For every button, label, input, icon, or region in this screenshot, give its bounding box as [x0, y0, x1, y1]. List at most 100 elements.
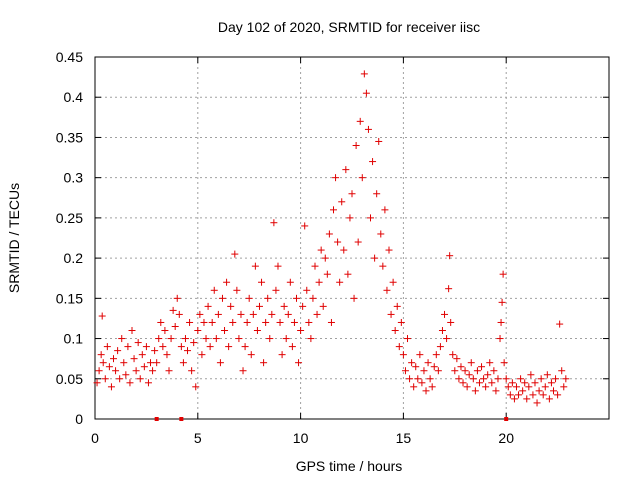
data-point [239, 367, 247, 375]
data-point [484, 371, 492, 379]
zero-marker [504, 417, 509, 421]
data-point [103, 343, 111, 351]
data-point [151, 347, 159, 355]
data-point [535, 387, 543, 395]
data-point [101, 375, 109, 383]
data-point [424, 359, 432, 367]
data-point [362, 89, 370, 97]
y-tick-label: 0.05 [56, 371, 83, 387]
data-point [210, 286, 218, 294]
data-point [295, 359, 303, 367]
data-point [336, 278, 344, 286]
data-point [436, 343, 444, 351]
data-point [473, 367, 481, 375]
data-point [539, 391, 547, 399]
data-point [165, 367, 173, 375]
data-point [258, 278, 266, 286]
data-point [200, 318, 208, 326]
data-point [467, 359, 475, 367]
data-point [315, 278, 323, 286]
data-point [529, 391, 537, 399]
y-tick-label: 0 [75, 411, 83, 427]
data-point [457, 363, 465, 371]
data-point [381, 206, 389, 214]
data-point [149, 367, 157, 375]
data-point [554, 391, 562, 399]
data-point [430, 363, 438, 371]
data-point [184, 347, 192, 355]
x-axis-label: GPS time / hours [296, 458, 403, 474]
data-point [340, 246, 348, 254]
data-point [408, 359, 416, 367]
data-point [303, 286, 311, 294]
data-point [266, 335, 274, 343]
data-point [428, 383, 436, 391]
data-point [262, 318, 270, 326]
data-point [371, 254, 379, 262]
data-point [558, 367, 566, 375]
data-point [124, 343, 132, 351]
data-point [268, 310, 276, 318]
data-point [130, 355, 138, 363]
data-point [301, 222, 309, 230]
data-point [114, 347, 122, 355]
data-point [506, 391, 514, 399]
data-point [147, 359, 155, 367]
data-point [190, 339, 198, 347]
data-point [171, 322, 179, 330]
x-tick-label: 0 [91, 430, 99, 446]
data-point [309, 294, 317, 302]
data-point [128, 327, 136, 335]
data-point [142, 343, 150, 351]
data-point [469, 375, 477, 383]
data-point [549, 387, 557, 395]
data-point [490, 367, 498, 375]
data-point [225, 343, 233, 351]
data-point [186, 318, 194, 326]
data-point [500, 359, 508, 367]
data-point [350, 294, 358, 302]
data-point [348, 190, 356, 198]
data-point [399, 351, 407, 359]
data-point [401, 367, 409, 375]
data-point [406, 375, 414, 383]
data-point [251, 262, 259, 270]
data-point [497, 318, 505, 326]
data-point [229, 318, 237, 326]
data-point [282, 335, 290, 343]
data-point [299, 302, 307, 310]
data-point [391, 327, 399, 335]
data-point [188, 367, 196, 375]
data-point [387, 310, 395, 318]
data-point [434, 367, 442, 375]
data-point [556, 320, 564, 328]
data-point [255, 302, 263, 310]
data-point [196, 310, 204, 318]
data-point [126, 379, 134, 387]
data-point [138, 351, 146, 359]
x-tick-label: 20 [498, 430, 514, 446]
data-point [461, 367, 469, 375]
data-point [122, 371, 130, 379]
data-point [354, 238, 362, 246]
data-point [525, 383, 533, 391]
data-point [533, 399, 541, 407]
data-point [342, 166, 350, 174]
data-point [488, 379, 496, 387]
data-point [486, 359, 494, 367]
data-point [441, 310, 449, 318]
data-point [194, 327, 202, 335]
data-point [364, 125, 372, 133]
data-point [116, 375, 124, 383]
data-point [99, 359, 107, 367]
plot-frame [94, 56, 610, 420]
data-point [410, 383, 418, 391]
data-point [446, 252, 454, 260]
data-point [523, 395, 531, 403]
data-point [531, 379, 539, 387]
data-point [502, 375, 510, 383]
data-point [414, 375, 422, 383]
data-point [377, 230, 385, 238]
data-point [512, 383, 520, 391]
data-point [471, 387, 479, 395]
